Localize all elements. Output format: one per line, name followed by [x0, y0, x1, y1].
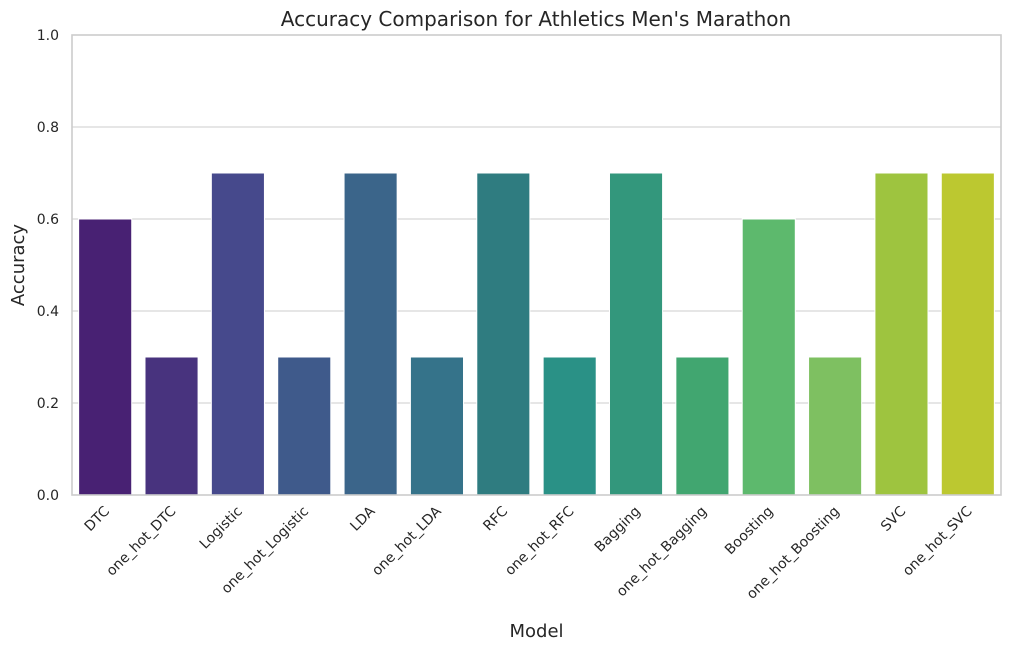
x-tick-label: Boosting: [722, 504, 777, 559]
y-tick-label: 0.8: [37, 120, 59, 136]
x-tick-label: one_hot_LDA: [369, 503, 445, 579]
x-axis-title: Model: [509, 621, 563, 642]
bar-one_hot_SVC: [940, 172, 995, 496]
bar-one_hot_Logistic: [277, 356, 332, 496]
bar-one_hot_RFC: [542, 356, 597, 496]
chart-title: Accuracy Comparison for Athletics Men's …: [281, 7, 791, 31]
x-tick-label: LDA: [347, 503, 378, 534]
x-tick-label: Logistic: [197, 504, 246, 553]
x-tick-label: DTC: [82, 503, 113, 534]
bars: [78, 172, 995, 496]
bar-RFC: [476, 172, 531, 496]
y-tick-label: 0.0: [37, 488, 59, 504]
bar-one_hot_Boosting: [808, 356, 863, 496]
bar-SVC: [874, 172, 929, 496]
x-tick-label: one_hot_DTC: [104, 503, 180, 579]
y-axis-title: Accuracy: [8, 224, 29, 307]
y-tick-label: 0.4: [37, 304, 59, 320]
y-tick-label: 0.6: [37, 212, 59, 228]
bar-one_hot_DTC: [144, 356, 199, 496]
y-tick-label: 0.2: [37, 396, 59, 412]
bar-one_hot_LDA: [409, 356, 465, 496]
x-tick-label: SVC: [878, 503, 909, 534]
y-ticks: 0.0 0.2 0.4 0.6 0.8 1.0: [37, 28, 59, 504]
x-tick-label: RFC: [480, 503, 511, 534]
x-tick-label: Bagging: [592, 504, 644, 556]
bar-Boosting: [741, 218, 796, 496]
bar-LDA: [343, 172, 398, 496]
y-tick-label: 1.0: [37, 28, 59, 44]
bar-DTC: [78, 218, 133, 496]
x-tick-label: one_hot_RFC: [502, 503, 577, 578]
bar-Logistic: [210, 172, 265, 496]
plot-frame: [71, 34, 1002, 496]
bar-Bagging: [608, 172, 664, 496]
bar-one_hot_Bagging: [675, 356, 730, 496]
x-tick-label: one_hot_SVC: [900, 503, 976, 579]
